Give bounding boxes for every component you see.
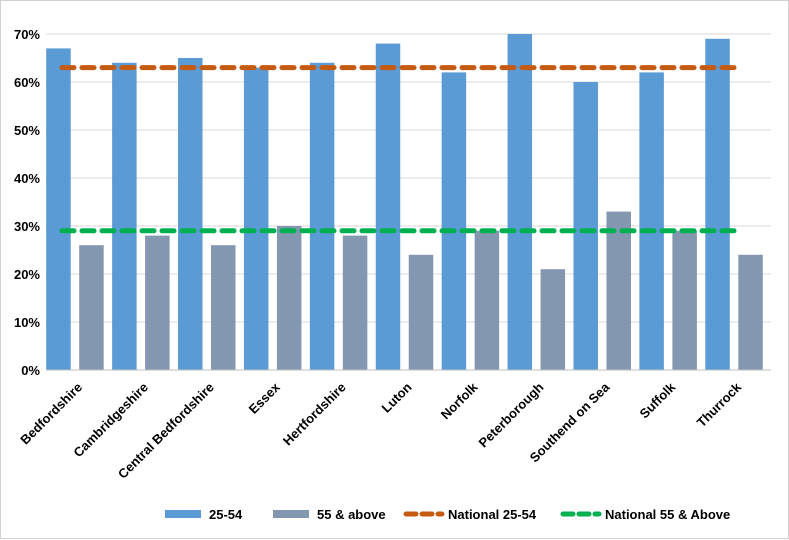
bar-25-54	[243, 67, 269, 370]
legend-label: National 25-54	[448, 507, 537, 522]
legend-label: 55 & above	[317, 507, 386, 522]
bar-55-above	[145, 235, 170, 370]
category-label: Norfolk	[438, 379, 481, 422]
y-tick-label: 20%	[14, 267, 40, 282]
bar-25-54	[573, 82, 598, 370]
category-label: Suffolk	[636, 379, 678, 421]
bar-55-above	[79, 245, 104, 370]
bar-25-54	[375, 43, 401, 370]
bar-55-above	[276, 226, 302, 370]
category-label: Thurrock	[694, 379, 745, 430]
bar-55-above	[672, 230, 697, 370]
category-label: Bedfordshire	[17, 380, 85, 448]
bar-55-above	[408, 254, 434, 370]
bar-25-54	[507, 34, 533, 370]
category-label: Peterborough	[476, 379, 547, 450]
y-tick-label: 10%	[14, 315, 40, 330]
bar-55-above	[211, 245, 236, 370]
legend-label: 25-54	[209, 507, 243, 522]
category-label: Essex	[246, 379, 284, 417]
bar-25-54	[705, 38, 730, 371]
y-tick-label: 30%	[14, 219, 40, 234]
bar-55-above	[540, 269, 566, 370]
bar-55-above	[738, 254, 763, 370]
y-tick-label: 70%	[14, 27, 40, 42]
y-tick-label: 50%	[14, 123, 40, 138]
category-label: Hertfordshire	[280, 380, 349, 449]
bar-55-above	[606, 211, 631, 370]
y-tick-label: 40%	[14, 171, 40, 186]
legend-swatch	[273, 510, 309, 518]
bar-25-54	[309, 62, 335, 371]
bar-25-54	[639, 72, 664, 371]
bar-25-54	[112, 62, 137, 371]
category-label: Luton	[378, 379, 414, 415]
legend-swatch	[165, 510, 201, 518]
bar-25-54	[178, 58, 203, 370]
bar-25-54	[441, 72, 467, 371]
legend-label: National 55 & Above	[605, 507, 730, 522]
bar-25-54	[46, 48, 71, 371]
y-tick-label: 0%	[21, 363, 40, 378]
bar-55-above	[474, 230, 500, 370]
y-tick-label: 60%	[14, 75, 40, 90]
bar-55-above	[342, 235, 368, 370]
